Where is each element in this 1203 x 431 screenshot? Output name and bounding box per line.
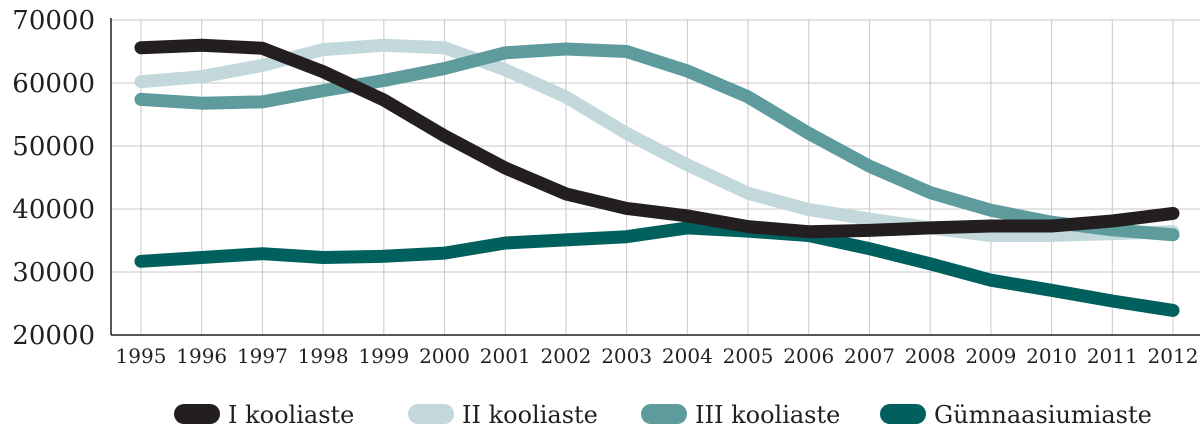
y-tick-label: 60000 <box>12 69 95 99</box>
axes <box>110 18 1200 336</box>
series-lines <box>134 38 1180 317</box>
x-tick-label: 1998 <box>298 344 349 368</box>
series-line-ii-kooliaste <box>134 38 1180 242</box>
x-tick-label: 1997 <box>237 344 288 368</box>
x-tick-label: 2008 <box>905 344 956 368</box>
x-tick-label: 1999 <box>358 344 409 368</box>
legend: I kooliaste II kooliaste III kooliaste Gümn… <box>174 401 1152 429</box>
x-tick-label: 1995 <box>116 344 167 368</box>
series-line-g-mnaasiumiaste <box>134 221 1180 317</box>
y-tick-label: 40000 <box>12 195 95 225</box>
x-tick-label: 2003 <box>601 344 652 368</box>
x-tick-label: 2010 <box>1026 344 1077 368</box>
x-tick-label: 2011 <box>1087 344 1138 368</box>
y-tick-label: 70000 <box>12 6 95 36</box>
x-tick-label: 2012 <box>1148 344 1199 368</box>
series-line-iii-kooliaste <box>134 42 1180 242</box>
y-tick-labels: 70000 60000 50000 40000 30000 20000 <box>12 6 95 351</box>
y-tick-label: 20000 <box>12 321 95 351</box>
legend-label: Gümnaasiumiaste <box>934 401 1152 427</box>
x-tick-labels: 1995 1996 1997 1998 1999 2000 2001 2002 2003 2004… <box>116 344 1199 368</box>
legend-label: I kooliaste <box>228 401 354 427</box>
series-line-i-kooliaste <box>134 38 1180 239</box>
legend-label: II kooliaste <box>462 401 598 427</box>
x-tick-label: 2009 <box>965 344 1016 368</box>
x-tick-label: 2007 <box>844 344 895 368</box>
x-tick-label: 2006 <box>783 344 834 368</box>
x-tick-label: 2004 <box>662 344 713 368</box>
y-tick-label: 30000 <box>12 258 95 288</box>
x-tick-label: 2000 <box>419 344 470 368</box>
y-tick-label: 50000 <box>12 132 95 162</box>
x-tick-label: 2002 <box>540 344 591 368</box>
x-tick-label: 1996 <box>176 344 227 368</box>
legend-label: III kooliaste <box>695 401 840 427</box>
x-tick-label: 2001 <box>480 344 531 368</box>
x-tick-label: 2005 <box>723 344 774 368</box>
